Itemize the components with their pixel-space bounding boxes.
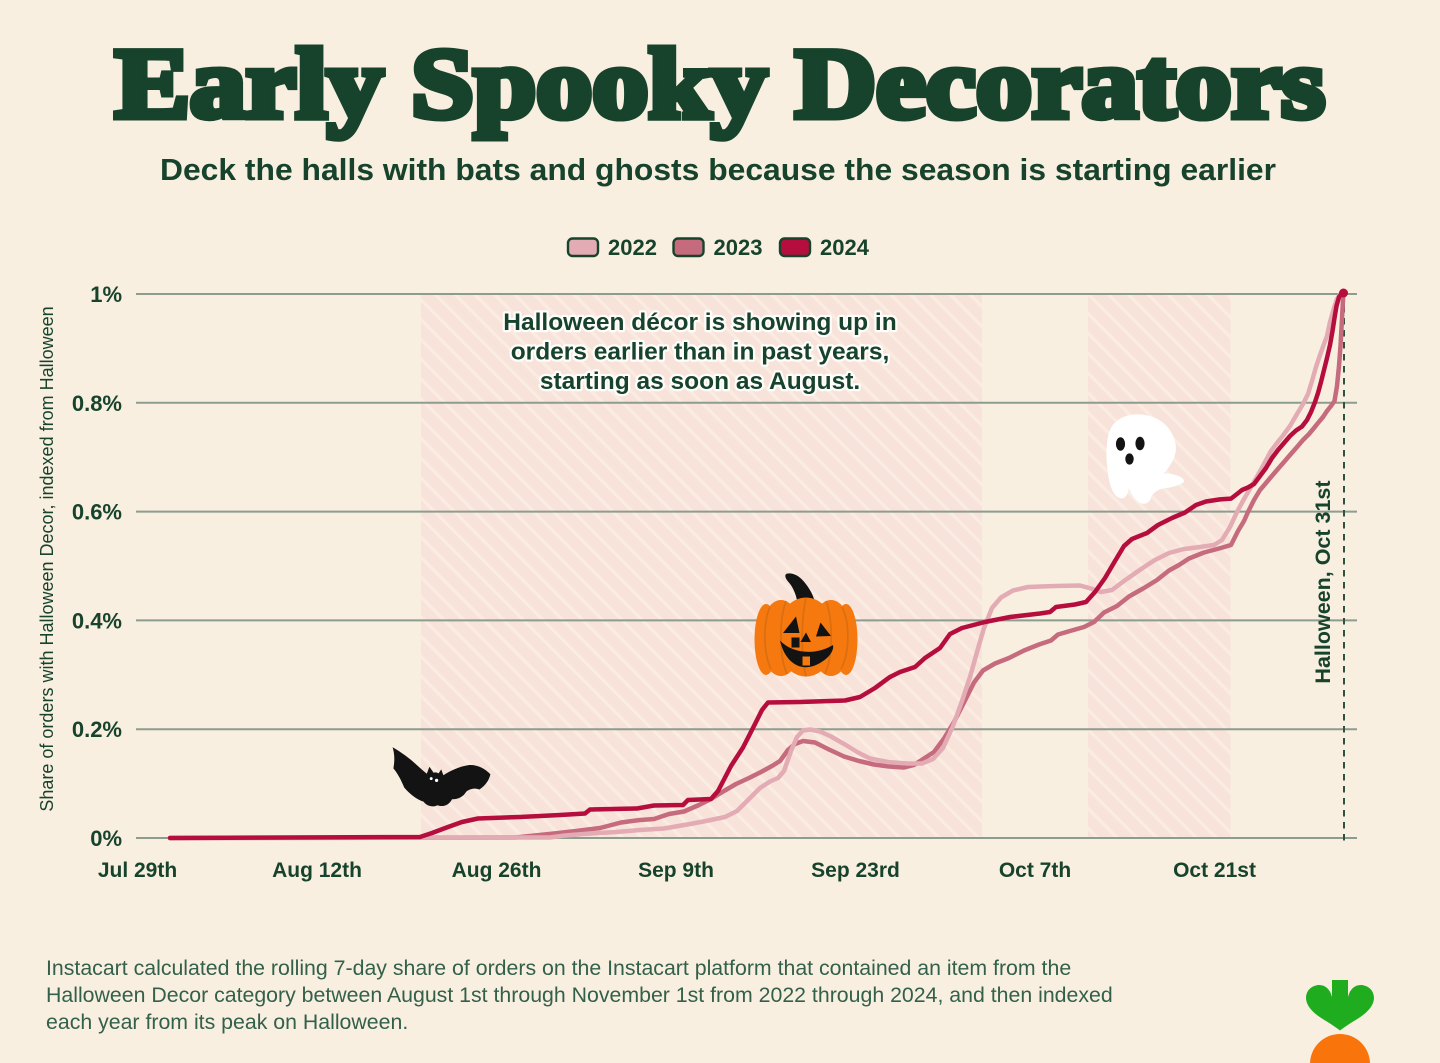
svg-text:Halloween Decor category betwe: Halloween Decor category between August …	[46, 983, 1113, 1007]
svg-text:orders earlier than in past ye: orders earlier than in past years,	[511, 339, 890, 366]
svg-text:Sep 23rd: Sep 23rd	[811, 859, 900, 882]
svg-text:Sep 9th: Sep 9th	[638, 859, 714, 882]
svg-text:Instacart calculated the rolli: Instacart calculated the rolling 7-day s…	[46, 956, 1071, 980]
svg-text:0.2%: 0.2%	[72, 717, 122, 742]
svg-text:2022: 2022	[608, 235, 657, 260]
svg-text:2024: 2024	[820, 235, 870, 260]
svg-text:Oct 7th: Oct 7th	[999, 859, 1071, 882]
svg-text:Oct 21st: Oct 21st	[1173, 859, 1256, 882]
svg-text:Aug 12th: Aug 12th	[272, 859, 362, 882]
svg-text:Aug 26th: Aug 26th	[452, 859, 542, 882]
svg-text:Halloween décor is showing up: Halloween décor is showing up in	[503, 309, 896, 336]
svg-text:starting as soon as August.: starting as soon as August.	[540, 368, 860, 395]
svg-text:0%: 0%	[90, 826, 122, 851]
svg-text:Jul 29th: Jul 29th	[98, 859, 177, 882]
svg-text:Halloween, Oct 31st: Halloween, Oct 31st	[1311, 480, 1335, 683]
svg-text:0.8%: 0.8%	[72, 391, 122, 416]
svg-text:0.6%: 0.6%	[72, 500, 122, 525]
svg-text:Share of orders with Halloween: Share of orders with Halloween Decor, in…	[37, 306, 57, 811]
svg-text:1%: 1%	[90, 282, 122, 307]
svg-text:each year from its peak on Hal: each year from its peak on Halloween.	[46, 1010, 408, 1034]
svg-text:2023: 2023	[714, 235, 763, 260]
svg-text:Deck the halls with bats and g: Deck the halls with bats and ghosts beca…	[160, 152, 1276, 187]
svg-text:0.4%: 0.4%	[72, 608, 122, 633]
svg-text:Early Spooky Decorators: Early Spooky Decorators	[115, 28, 1325, 139]
